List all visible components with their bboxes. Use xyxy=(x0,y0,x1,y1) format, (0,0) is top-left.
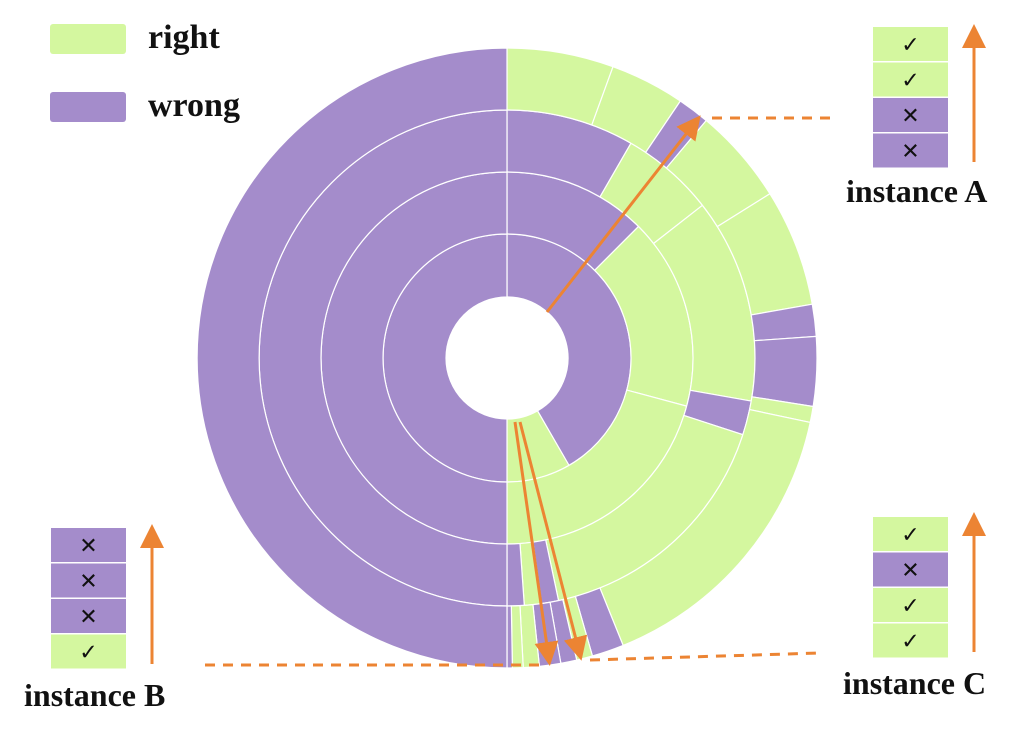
check-icon: ✓ xyxy=(901,523,919,548)
sunburst-rings xyxy=(196,47,818,669)
check-icon: ✓ xyxy=(901,69,919,94)
ring-4-segment-wrong xyxy=(506,605,514,669)
instance-b-label: instance B xyxy=(24,677,165,713)
cross-icon: ✕ xyxy=(901,140,919,165)
path-arrows xyxy=(513,115,701,666)
instance-c-cell-wrong xyxy=(873,552,948,587)
legend-wrong-label: wrong xyxy=(148,87,240,124)
cross-icon: ✕ xyxy=(79,534,97,559)
instance-a-cell-wrong xyxy=(873,98,948,132)
instance-a-panel: ✓ ✓ ✕ ✕ instance A xyxy=(846,24,987,209)
instance-b-cells: ✕ ✕ ✕ ✓ xyxy=(51,528,126,669)
instance-c-leader-line xyxy=(589,651,821,662)
ring-4-segment-wrong xyxy=(196,47,508,669)
instance-c-path-arrow xyxy=(518,421,588,661)
instance-a-cell-right xyxy=(873,27,948,61)
instance-a-cell-wrong xyxy=(873,133,948,168)
check-icon: ✓ xyxy=(901,594,919,619)
legend-right-label: right xyxy=(148,19,220,56)
instance-c-label: instance C xyxy=(843,665,986,701)
legend-right-swatch xyxy=(50,24,126,54)
instance-c-cell-right xyxy=(873,623,948,658)
instance-c-panel: ✓ ✕ ✓ ✓ instance C xyxy=(843,512,986,701)
instance-b-panel: ✕ ✕ ✕ ✓ instance B xyxy=(24,524,165,713)
check-icon: ✓ xyxy=(901,630,919,655)
instance-c-cell-right xyxy=(873,588,948,622)
instance-c-cell-right xyxy=(873,517,948,551)
check-icon: ✓ xyxy=(901,33,919,58)
leader-lines xyxy=(205,116,832,667)
instance-b-cell-right xyxy=(51,634,126,669)
instance-a-path-arrow xyxy=(545,115,701,313)
instance-a-label: instance A xyxy=(846,173,987,209)
check-icon: ✓ xyxy=(79,641,97,666)
center-hole xyxy=(446,297,568,419)
legend: right wrong xyxy=(50,19,240,124)
instance-b-path-arrow xyxy=(513,421,559,666)
instance-c-cells: ✓ ✕ ✓ ✓ xyxy=(873,517,948,658)
cross-icon: ✕ xyxy=(79,570,97,595)
instance-b-cell-wrong xyxy=(51,563,126,598)
ring-4-segment-wrong xyxy=(751,335,818,408)
cross-icon: ✕ xyxy=(901,104,919,129)
cross-icon: ✕ xyxy=(901,559,919,584)
instance-b-cell-wrong xyxy=(51,528,126,562)
instance-b-cell-wrong xyxy=(51,599,126,633)
cross-icon: ✕ xyxy=(79,605,97,630)
legend-wrong-swatch xyxy=(50,92,126,122)
instance-a-cell-right xyxy=(873,62,948,97)
instance-a-cells: ✓ ✓ ✕ ✕ xyxy=(873,27,948,168)
